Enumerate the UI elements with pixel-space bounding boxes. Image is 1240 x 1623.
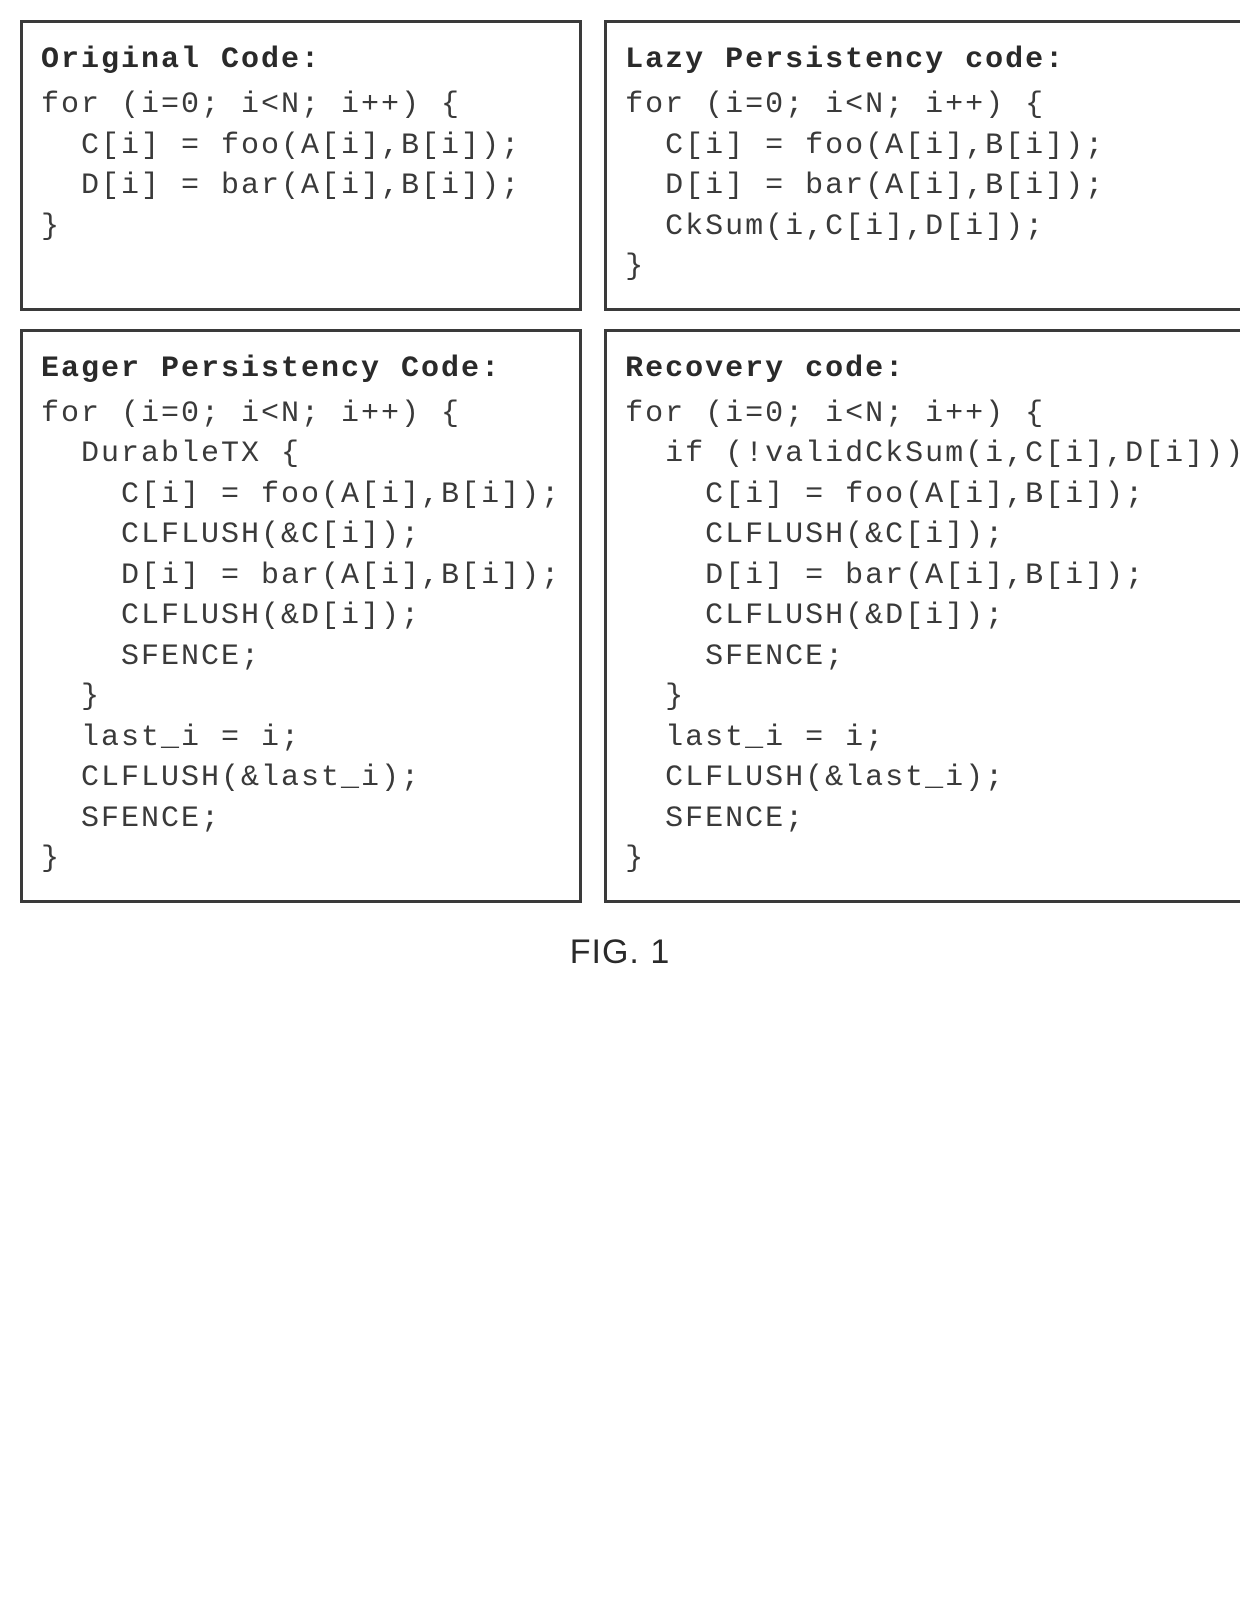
original-code-box: Original Code: for (i=0; i<N; i++) { C[i… <box>20 20 582 311</box>
eager-code-body: for (i=0; i<N; i++) { DurableTX { C[i] =… <box>41 394 561 880</box>
eager-code-box: Eager Persistency Code: for (i=0; i<N; i… <box>20 329 582 903</box>
figure-caption: FIG. 1 <box>20 933 1220 972</box>
code-figure-grid: Original Code: for (i=0; i<N; i++) { C[i… <box>20 20 1220 903</box>
recovery-code-body: for (i=0; i<N; i++) { if (!validCkSum(i,… <box>625 394 1240 880</box>
lazy-code-title: Lazy Persistency code: <box>625 43 1240 77</box>
original-code-body: for (i=0; i<N; i++) { C[i] = foo(A[i],B[… <box>41 85 561 247</box>
recovery-code-title: Recovery code: <box>625 352 1240 386</box>
recovery-code-box: Recovery code: for (i=0; i<N; i++) { if … <box>604 329 1240 903</box>
original-code-title: Original Code: <box>41 43 561 77</box>
lazy-code-box: Lazy Persistency code: for (i=0; i<N; i+… <box>604 20 1240 311</box>
lazy-code-body: for (i=0; i<N; i++) { C[i] = foo(A[i],B[… <box>625 85 1240 288</box>
eager-code-title: Eager Persistency Code: <box>41 352 561 386</box>
